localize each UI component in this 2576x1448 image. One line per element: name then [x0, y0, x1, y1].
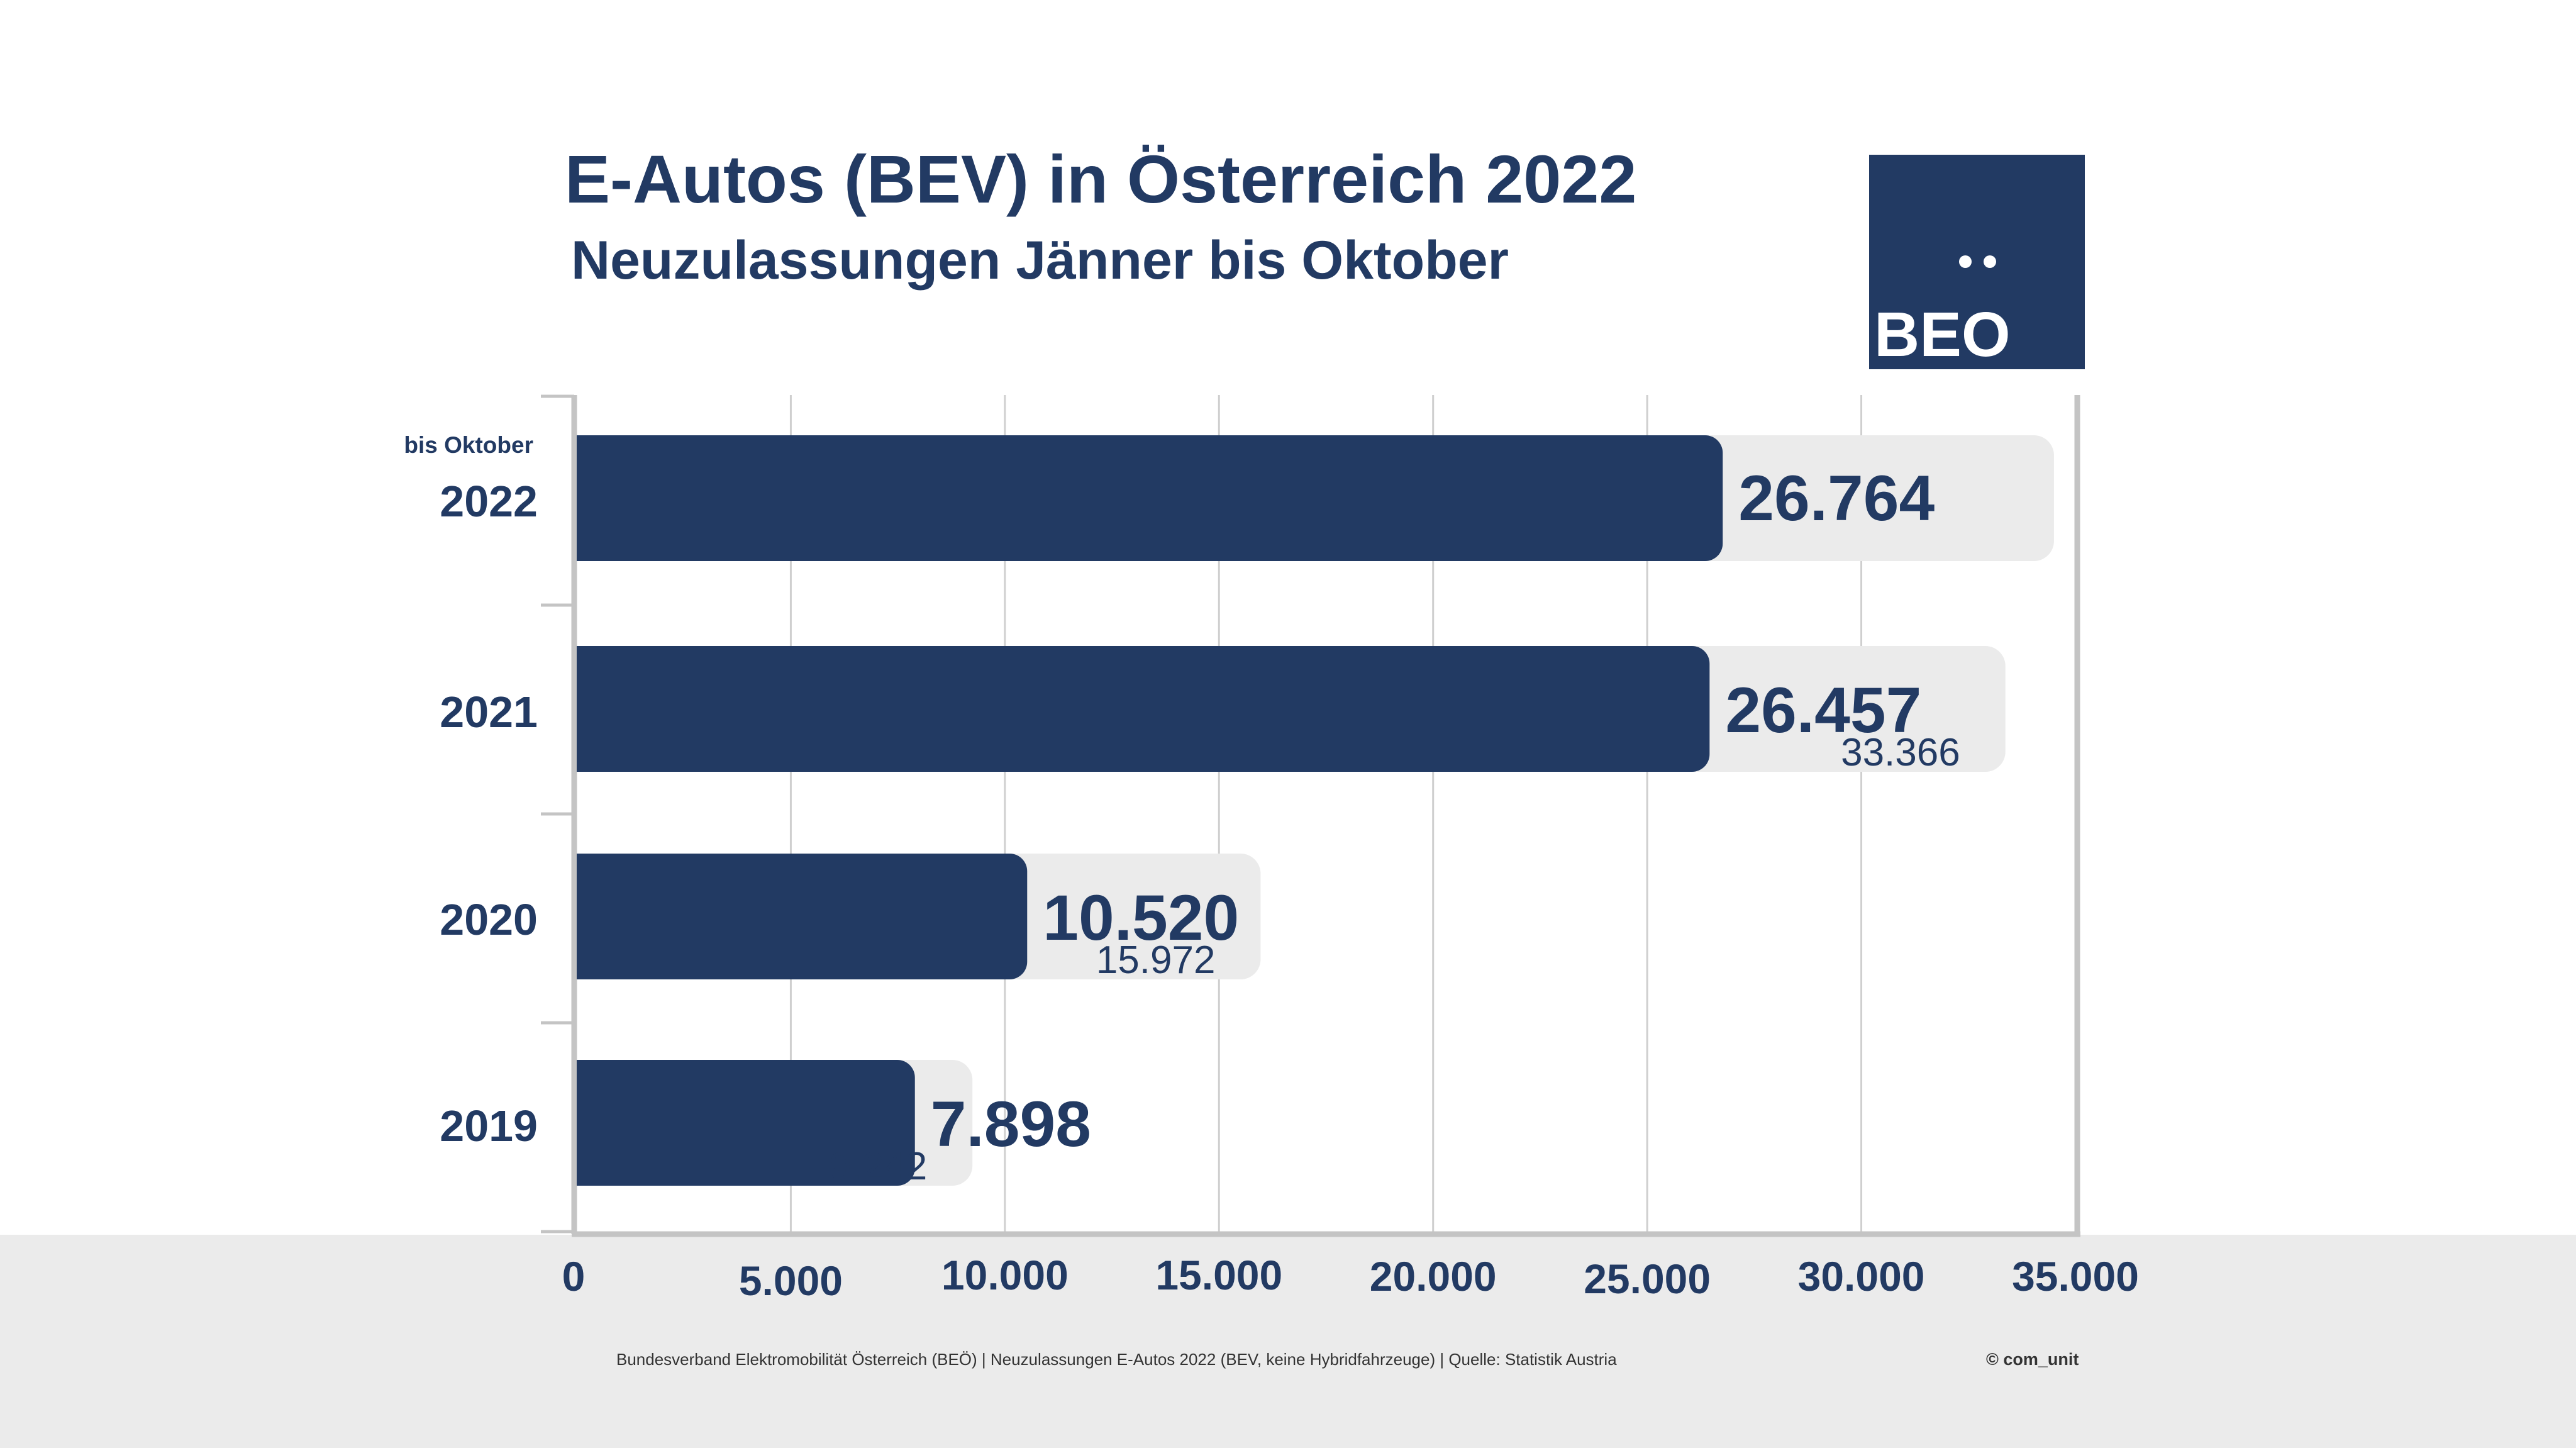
bar-jan-oct	[577, 435, 1723, 561]
bar-jan-oct	[577, 646, 1710, 772]
x-tick-label: 35.000	[2012, 1253, 2139, 1300]
logo-umlaut-dot	[1959, 255, 1972, 268]
x-tick-label: 15.000	[1155, 1252, 1282, 1298]
data-label-full-year: 9.242	[830, 1145, 927, 1188]
chart-title: E-Autos (BEV) in Österreich 2022	[565, 141, 1637, 217]
category-label: 2020	[440, 895, 538, 944]
bar-jan-oct-base	[577, 435, 614, 561]
data-label-full-year: 33.366	[1841, 731, 1960, 774]
x-tick-label: 10.000	[941, 1252, 1069, 1298]
category-label: 2019	[440, 1101, 538, 1150]
category-note: bis Oktober	[404, 432, 533, 458]
footer-band	[0, 1235, 2576, 1448]
bar-jan-oct-base	[577, 854, 614, 979]
x-tick-label: 25.000	[1584, 1256, 1711, 1302]
bar-jan-oct-base	[577, 646, 614, 772]
bar-jan-oct	[577, 1060, 915, 1186]
x-tick-label: 0	[562, 1253, 586, 1300]
x-tick-label: 20.000	[1370, 1253, 1497, 1300]
bar-jan-oct	[577, 854, 1028, 979]
data-label: 10.520	[1043, 882, 1239, 954]
data-label: 26.764	[1738, 462, 1935, 534]
logo-umlaut-dot	[1984, 255, 1996, 268]
x-tick-label: 30.000	[1798, 1253, 1925, 1300]
copyright: © com_unit	[1986, 1350, 2079, 1369]
data-label: 26.457	[1725, 674, 1921, 746]
source-footnote: Bundesverband Elektromobilität Österreic…	[616, 1350, 1617, 1369]
data-label-full-year: 15.972	[1096, 938, 1216, 982]
beo-logo: BEO	[1869, 155, 2085, 369]
logo-text: BEO	[1874, 299, 2011, 370]
x-tick-label: 5.000	[739, 1257, 843, 1304]
category-label: 2022	[440, 477, 538, 526]
data-label: 7.898	[931, 1088, 1091, 1160]
category-label: 2021	[440, 688, 538, 737]
bar-jan-oct-base	[577, 1060, 614, 1186]
chart-subtitle: Neuzulassungen Jänner bis Oktober	[571, 230, 1509, 291]
